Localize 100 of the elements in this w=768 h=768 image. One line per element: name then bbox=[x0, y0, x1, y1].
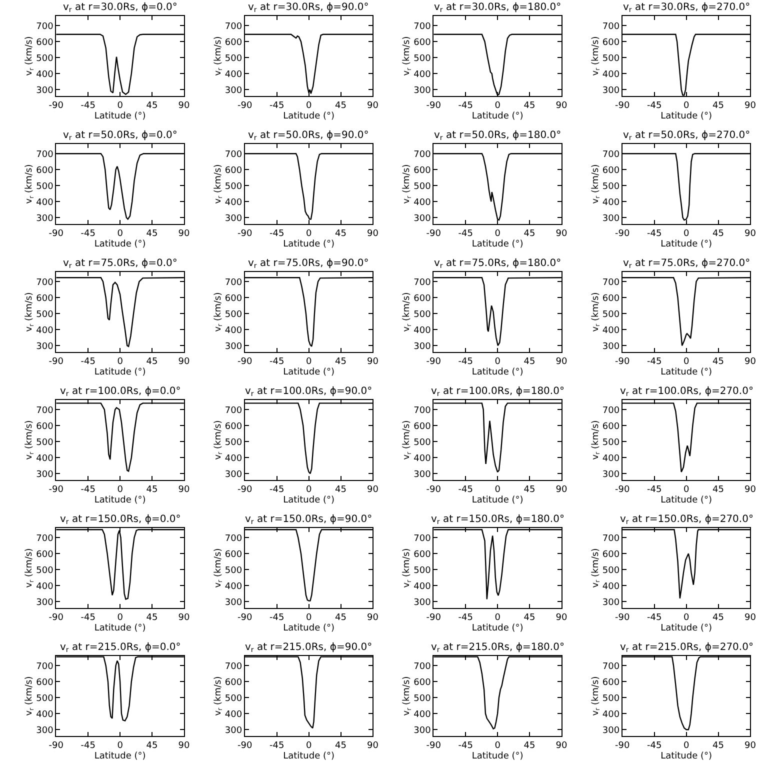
y-tick-label: 600 bbox=[602, 422, 620, 432]
y-tick-label: 700 bbox=[36, 150, 54, 160]
y-tick-label: 600 bbox=[224, 422, 242, 432]
x-tick-label: 90 bbox=[556, 356, 568, 367]
chart-title: v$_{r}$ at r=50.0Rs, ϕ=270.0° bbox=[623, 130, 750, 142]
chart-title: v$_{r}$ at r=215.0Rs, ϕ=0.0° bbox=[60, 642, 181, 654]
y-tick-label: 700 bbox=[36, 534, 54, 544]
x-tick-label: -45 bbox=[270, 612, 284, 623]
x-tick-label: -90 bbox=[615, 740, 630, 751]
x-axis-title: Latitude (°) bbox=[660, 368, 712, 378]
y-tick-label: 700 bbox=[224, 662, 242, 672]
x-tick-label: -45 bbox=[647, 356, 662, 367]
x-tick-label: 90 bbox=[556, 612, 568, 623]
y-tick-label: 500 bbox=[602, 182, 620, 192]
y-tick-label: 500 bbox=[414, 566, 432, 576]
y-tick-label: 600 bbox=[224, 294, 242, 304]
y-tick-label: 600 bbox=[602, 294, 620, 304]
x-axis-title: Latitude (°) bbox=[472, 112, 524, 122]
x-tick-label: 90 bbox=[178, 228, 190, 239]
x-tick-label: -45 bbox=[458, 612, 473, 623]
x-tick-label: -90 bbox=[48, 228, 64, 239]
x-tick-label: 45 bbox=[712, 100, 724, 111]
x-tick-label: -45 bbox=[80, 356, 96, 367]
x-tick-label: 0 bbox=[494, 484, 501, 495]
y-tick-label: 500 bbox=[224, 182, 242, 192]
x-tick-label: 45 bbox=[146, 228, 158, 239]
x-tick-label: 0 bbox=[683, 740, 690, 751]
y-tick-label: 600 bbox=[602, 678, 620, 688]
x-tick-label: -45 bbox=[647, 612, 662, 623]
x-tick-label: -90 bbox=[426, 100, 442, 111]
y-tick-label: 500 bbox=[602, 310, 620, 320]
x-tick-label: -45 bbox=[647, 484, 662, 495]
y-tick-label: 700 bbox=[36, 662, 54, 672]
x-tick-label: 0 bbox=[117, 228, 124, 239]
x-axis-title: Latitude (°) bbox=[94, 240, 146, 250]
y-tick-label: 700 bbox=[36, 22, 54, 32]
y-tick-label: 300 bbox=[602, 86, 620, 96]
y-tick-label: 400 bbox=[414, 710, 432, 720]
y-tick-label: 400 bbox=[414, 70, 432, 80]
chart-title: v$_{r}$ at r=30.0Rs, ϕ=90.0° bbox=[248, 2, 369, 14]
x-axis-title: Latitude (°) bbox=[283, 624, 335, 634]
x-axis-title: Latitude (°) bbox=[283, 752, 335, 762]
chart-title: v$_{r}$ at r=100.0Rs, ϕ=180.0° bbox=[431, 386, 564, 398]
x-axis-title: Latitude (°) bbox=[472, 496, 524, 506]
x-tick-label: -45 bbox=[80, 228, 96, 239]
y-tick-label: 700 bbox=[602, 534, 620, 544]
x-tick-label: -90 bbox=[238, 612, 253, 623]
x-tick-label: 0 bbox=[683, 228, 690, 239]
y-tick-label: 500 bbox=[224, 566, 242, 576]
x-tick-label: -45 bbox=[270, 484, 284, 495]
y-tick-label: 600 bbox=[602, 38, 620, 48]
x-axis-title: Latitude (°) bbox=[660, 752, 712, 762]
x-tick-label: 0 bbox=[683, 612, 690, 623]
x-tick-label: -45 bbox=[458, 228, 473, 239]
y-tick-label: 300 bbox=[224, 726, 242, 736]
y-tick-label: 300 bbox=[602, 214, 620, 224]
y-tick-label: 300 bbox=[36, 342, 54, 352]
y-tick-label: 500 bbox=[414, 182, 432, 192]
x-tick-label: -90 bbox=[238, 740, 253, 751]
x-tick-label: 0 bbox=[306, 484, 312, 495]
y-tick-label: 300 bbox=[224, 470, 242, 480]
chart-title: v$_{r}$ at r=150.0Rs, ϕ=90.0° bbox=[245, 514, 372, 526]
x-tick-label: 45 bbox=[146, 740, 158, 751]
chart-title: v$_{r}$ at r=50.0Rs, ϕ=0.0° bbox=[63, 130, 178, 142]
x-tick-label: -90 bbox=[615, 228, 630, 239]
y-tick-label: 500 bbox=[36, 310, 54, 320]
x-axis-title: Latitude (°) bbox=[94, 624, 146, 634]
x-axis-title: Latitude (°) bbox=[94, 752, 146, 762]
x-tick-label: 0 bbox=[306, 100, 312, 111]
x-tick-label: 45 bbox=[335, 100, 346, 111]
y-tick-label: 300 bbox=[36, 214, 54, 224]
x-tick-label: 90 bbox=[366, 484, 379, 495]
x-axis-title: Latitude (°) bbox=[660, 240, 712, 250]
y-tick-label: 400 bbox=[224, 198, 242, 208]
y-tick-label: 300 bbox=[414, 470, 432, 480]
x-tick-label: 0 bbox=[306, 228, 312, 239]
x-tick-label: 90 bbox=[366, 100, 379, 111]
y-tick-label: 600 bbox=[224, 550, 242, 560]
x-tick-label: -90 bbox=[426, 356, 442, 367]
y-tick-label: 600 bbox=[36, 166, 54, 176]
y-tick-label: 600 bbox=[414, 422, 432, 432]
x-tick-label: 90 bbox=[178, 740, 190, 751]
y-tick-label: 300 bbox=[36, 598, 54, 608]
chart-title: v$_{r}$ at r=50.0Rs, ϕ=180.0° bbox=[434, 130, 562, 142]
y-tick-label: 600 bbox=[224, 678, 242, 688]
y-tick-label: 700 bbox=[36, 406, 54, 416]
y-tick-label: 500 bbox=[602, 566, 620, 576]
y-tick-label: 300 bbox=[414, 726, 432, 736]
y-tick-label: 300 bbox=[224, 86, 242, 96]
y-tick-label: 400 bbox=[36, 710, 54, 720]
y-tick-label: 300 bbox=[36, 470, 54, 480]
x-tick-label: -90 bbox=[615, 100, 630, 111]
x-tick-label: -90 bbox=[426, 484, 442, 495]
x-tick-label: 45 bbox=[524, 356, 536, 367]
x-tick-label: 90 bbox=[366, 612, 379, 623]
y-tick-label: 300 bbox=[36, 86, 54, 96]
x-tick-label: -90 bbox=[426, 228, 442, 239]
x-tick-label: 90 bbox=[556, 484, 568, 495]
y-tick-label: 400 bbox=[602, 326, 620, 336]
y-tick-label: 500 bbox=[224, 310, 242, 320]
